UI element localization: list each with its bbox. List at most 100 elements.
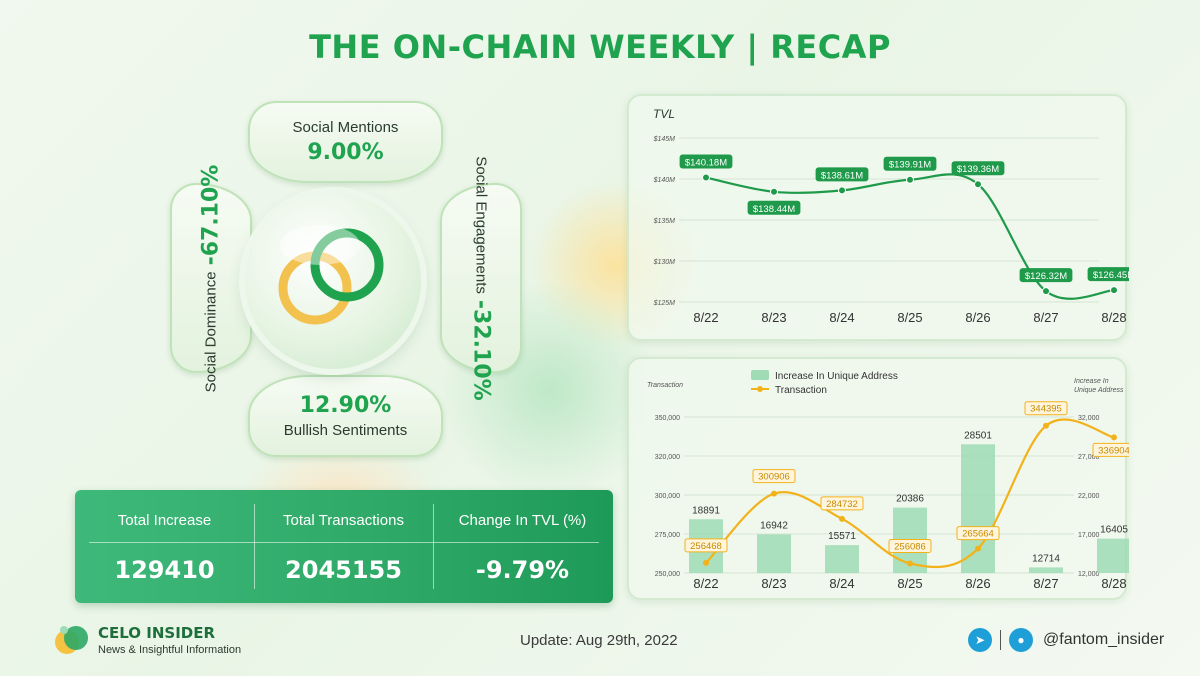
tvl-data-label: $139.91M [889, 160, 931, 171]
tvl-data-label: $126.32M [1025, 271, 1067, 282]
unique-address-bar [1097, 538, 1129, 573]
transaction-point [975, 545, 981, 552]
tvl-data-label: $140.18M [685, 158, 727, 169]
summary-header: Total Transactions [283, 512, 404, 529]
transactions-chart-panel: Transaction Increase In Unique Address Incr… [627, 357, 1129, 600]
legend-label: Increase In Unique Address [775, 371, 898, 382]
transaction-data-label: 284732 [826, 499, 858, 510]
y-tick-label: $140M [653, 177, 676, 184]
x-tick-label: 8/23 [761, 310, 786, 325]
summary-value: 129410 [114, 556, 215, 584]
transaction-point [1111, 434, 1117, 441]
summary-table: Total Increase 129410 Total Transactions… [75, 490, 613, 603]
y-tick-label-left: 320,000 [655, 454, 680, 461]
x-tick-label: 8/27 [1033, 576, 1058, 591]
social-handle[interactable]: ➤ ● @fantom_insider [968, 626, 1164, 654]
y-tick-label-left: 275,000 [655, 532, 680, 539]
summary-value: 2045155 [285, 556, 402, 584]
social-dominance-card: Social Dominance -67.10% [170, 164, 252, 392]
y-axis-title-left: Transaction [647, 382, 683, 389]
y-tick-label: $145M [653, 136, 676, 143]
x-tick-label: 8/24 [829, 576, 854, 591]
y-tick-label: $130M [653, 259, 676, 266]
tvl-data-label: $138.61M [821, 170, 863, 181]
summary-header: Change In TVL (%) [458, 512, 587, 529]
tvl-chart-panel: TVL $125M $130M $135M $140M $145M 8/22 8/23 8/24… [627, 94, 1129, 341]
transaction-point [1043, 422, 1049, 429]
x-tick-label: 8/28 [1101, 310, 1126, 325]
twitter-icon[interactable]: ● [1009, 628, 1033, 652]
celo-logo-orb [245, 193, 421, 369]
tvl-data-label-bg [951, 161, 1005, 176]
y-tick-label-left: 350,000 [655, 415, 680, 422]
social-engagements-card: Social Engagements -32.10% [440, 156, 522, 400]
y-tick-label: $135M [653, 218, 676, 225]
transaction-point [771, 490, 777, 497]
y-axis-title-right: Increase In [1074, 378, 1109, 385]
tvl-data-label-bg [815, 167, 869, 182]
x-tick-label: 8/22 [693, 310, 718, 325]
y-tick-label-right: 17,000 [1078, 532, 1100, 539]
y-tick-label: $125M [653, 300, 676, 307]
tvl-data-label: $139.36M [957, 164, 999, 175]
summary-value: -9.79% [475, 556, 570, 584]
tvl-point [702, 173, 710, 182]
transaction-data-label: 300906 [758, 472, 790, 483]
bar-data-label: 18891 [692, 505, 720, 516]
tvl-data-label-bg [1087, 267, 1129, 282]
transaction-point [839, 515, 845, 522]
transaction-point [703, 559, 709, 566]
transaction-data-label: 344395 [1030, 404, 1062, 415]
social-mentions-label: Social Mentions [292, 119, 399, 136]
transaction-data-label-bg [956, 526, 1000, 541]
summary-col-transactions: Total Transactions 2045155 [254, 490, 433, 603]
celo-insider-logo-icon [55, 626, 88, 654]
divider [1000, 630, 1001, 650]
tvl-data-label-bg [1019, 268, 1073, 283]
tvl-data-label-bg [883, 156, 937, 171]
tvl-point [770, 187, 778, 196]
transaction-data-label: 256086 [894, 542, 926, 553]
transaction-data-label-bg [888, 539, 932, 554]
bar-data-label: 15571 [828, 531, 856, 542]
tvl-point [838, 186, 846, 195]
y-tick-label-left: 250,000 [655, 571, 680, 578]
social-engagements-value: -32.10% [468, 299, 494, 401]
unique-address-bar [961, 444, 995, 573]
x-tick-label: 8/27 [1033, 310, 1058, 325]
summary-col-increase: Total Increase 129410 [75, 490, 254, 603]
social-metrics-ring: Social Mentions 9.00% Social Engagements… [160, 95, 530, 465]
social-dominance-value: -67.10% [198, 164, 224, 265]
tvl-data-label-bg [747, 200, 801, 215]
y-tick-label-left: 300,000 [655, 493, 680, 500]
bar-data-label: 16405 [1100, 525, 1128, 536]
x-tick-label: 8/23 [761, 576, 786, 591]
celo-logo-icon [278, 225, 384, 325]
y-axis-title-right: Unique Address [1074, 387, 1124, 394]
page-title: THE ON-CHAIN WEEKLY | RECAP [309, 28, 891, 66]
tvl-point [1042, 287, 1050, 296]
legend-label: Transaction [775, 385, 827, 396]
social-engagements-label: Social Engagements [472, 155, 490, 294]
transaction-data-label: 256468 [690, 541, 722, 552]
unique-address-bar [825, 545, 859, 573]
transaction-data-label-bg [684, 538, 728, 553]
transaction-data-label-bg [752, 469, 796, 484]
transaction-data-label-bg [1024, 401, 1068, 416]
tvl-data-label: $138.44M [753, 204, 795, 215]
transaction-data-label: 336904 [1098, 445, 1129, 456]
x-tick-label: 8/24 [829, 310, 854, 325]
summary-col-tvl-change: Change In TVL (%) -9.79% [433, 490, 612, 603]
summary-separator [433, 504, 434, 589]
tvl-point [906, 175, 914, 184]
tvl-point [974, 180, 982, 189]
tvl-point [1110, 286, 1118, 295]
telegram-icon[interactable]: ➤ [968, 628, 992, 652]
x-tick-label: 8/22 [693, 576, 718, 591]
legend-swatch-bar [751, 370, 769, 380]
bar-data-label: 16942 [760, 520, 788, 531]
bar-data-label: 12714 [1032, 553, 1060, 564]
social-mentions-value: 9.00% [307, 140, 384, 165]
transaction-point [907, 560, 913, 567]
handle-text: @fantom_insider [1043, 631, 1165, 648]
